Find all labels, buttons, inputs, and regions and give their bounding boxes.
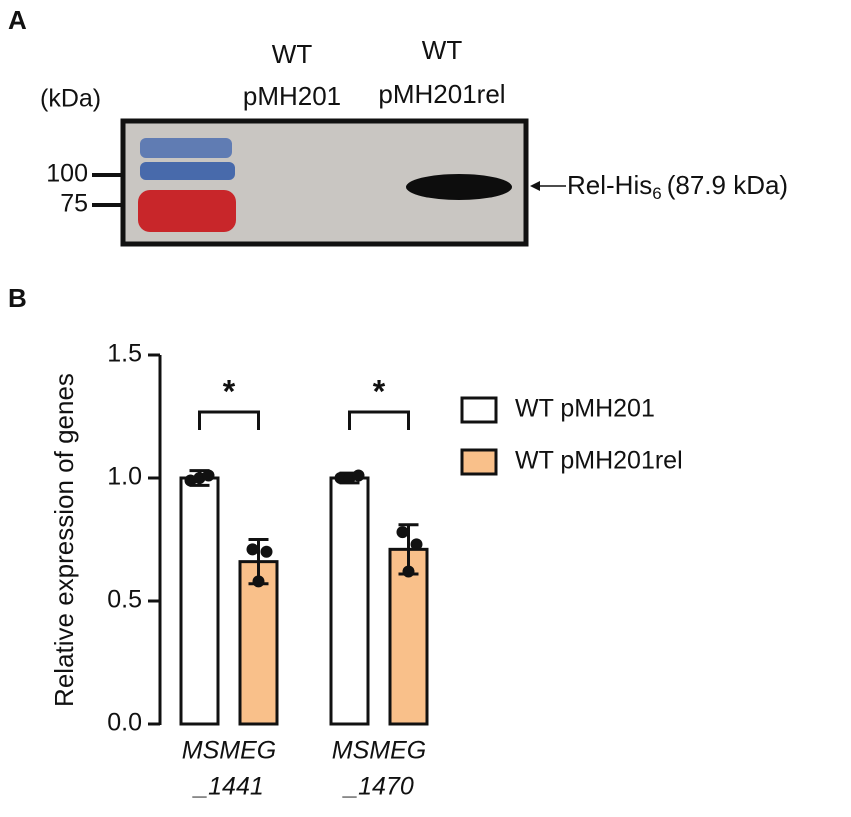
significance-bracket (348, 410, 410, 430)
data-point (396, 526, 409, 539)
x-tick-label: MSMEG (182, 737, 276, 765)
protein-band (406, 174, 512, 200)
bar (179, 476, 220, 726)
lane-label: WT (272, 39, 313, 69)
x-tick-label: MSMEG (332, 737, 426, 765)
y-tick-label: 0.5 (107, 586, 142, 614)
band-size: (87.9 kDa) (667, 170, 788, 200)
unit-label: (kDa) (40, 85, 101, 113)
bar (238, 560, 279, 726)
significance-label: * (373, 373, 386, 409)
data-point (410, 538, 423, 551)
band-label: Rel-His6 (87.9 kDa) (567, 170, 788, 204)
y-tick-label: 0.0 (107, 709, 142, 737)
y-tick-label: 1.5 (107, 340, 142, 368)
legend-label: WT pMH201 (515, 395, 655, 423)
significance-label: * (223, 373, 236, 409)
y-axis-label: Relative expression of genes (49, 373, 79, 707)
bar (329, 476, 370, 726)
legend-label: WT pMH201rel (515, 447, 683, 475)
marker-label: 100 (46, 160, 88, 188)
arrowhead (530, 181, 540, 191)
band-subscript: 6 (652, 184, 661, 203)
x-tick-label: _1441 (192, 773, 264, 801)
marker-label: 75 (60, 190, 88, 218)
panel-label: B (8, 283, 27, 313)
legend-swatch (460, 396, 498, 424)
x-tick-label: _1470 (342, 773, 414, 801)
panel-label: A (8, 5, 27, 35)
data-point (260, 545, 273, 558)
data-point (343, 472, 356, 484)
data-point (202, 469, 215, 482)
data-point (193, 472, 206, 484)
data-point (352, 469, 365, 482)
band-name: Rel-His (567, 170, 652, 200)
legend-swatch (460, 448, 498, 476)
significance-bracket (198, 410, 260, 430)
bar (388, 547, 429, 726)
data-point (246, 543, 259, 556)
data-point (252, 575, 265, 588)
data-point (334, 472, 347, 484)
data-point (184, 474, 197, 487)
ladder-band (140, 138, 232, 158)
ladder-band (138, 190, 236, 232)
lane-label: pMH201rel (378, 79, 505, 109)
lane-label: pMH201 (243, 81, 341, 111)
lane-label: WT (422, 35, 463, 65)
ladder-band (140, 162, 235, 180)
data-point (402, 565, 415, 578)
y-tick-label: 1.0 (107, 463, 142, 491)
